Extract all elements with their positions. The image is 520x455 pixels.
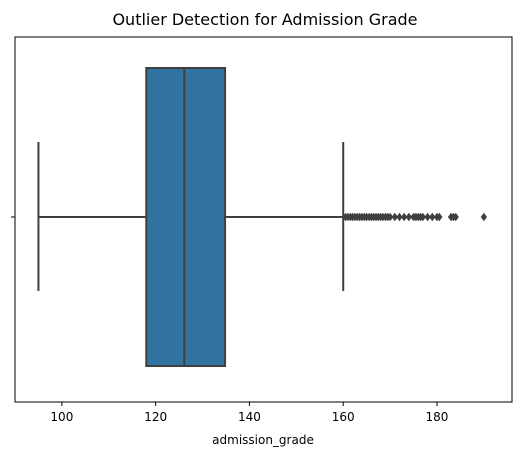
- outlier-point: [401, 212, 408, 222]
- outlier-point: [386, 212, 394, 222]
- outlier-point: [480, 212, 488, 222]
- x-tick-label: 120: [144, 410, 167, 424]
- plot-area: [37, 67, 488, 367]
- outlier-point: [391, 212, 398, 222]
- outlier-point: [436, 212, 443, 222]
- x-tick-label: 180: [426, 410, 449, 424]
- x-tick-label: 140: [238, 410, 261, 424]
- plot-frame: [14, 36, 513, 403]
- outlier-point: [405, 212, 412, 222]
- x-axis-label: admission_grade: [212, 433, 314, 447]
- iqr-box: [145, 67, 227, 367]
- outlier-point: [429, 212, 436, 222]
- outlier-point: [396, 212, 403, 222]
- outlier-point: [419, 212, 427, 222]
- outlier-point: [452, 212, 459, 222]
- chart-title: Outlier Detection for Admission Grade: [112, 10, 417, 29]
- x-axis: 100 120 140 160 180: [50, 402, 448, 424]
- outlier-point: [424, 212, 431, 222]
- x-tick-label: 160: [332, 410, 355, 424]
- x-tick-label: 100: [50, 410, 73, 424]
